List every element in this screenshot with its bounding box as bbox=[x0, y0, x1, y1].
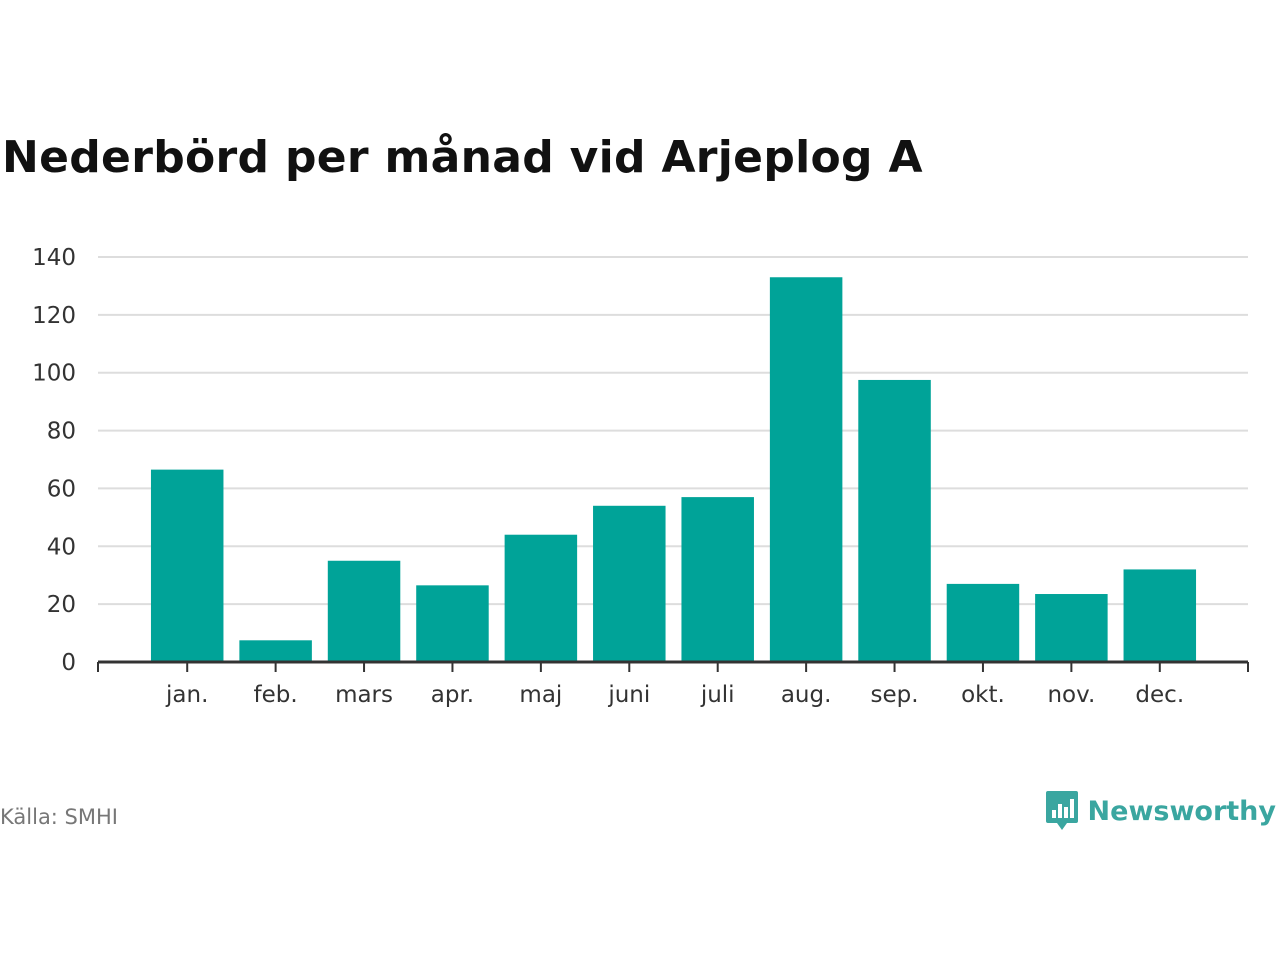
bar-dec bbox=[1123, 569, 1197, 662]
bar-jan bbox=[150, 469, 224, 662]
y-tick-label: 40 bbox=[47, 534, 76, 560]
y-axis-ticks: 0 20 40 60 80 100 120 140 bbox=[32, 245, 76, 676]
y-tick-label: 120 bbox=[32, 303, 76, 329]
x-tick-label: juni bbox=[607, 682, 650, 708]
y-tick-label: 60 bbox=[47, 476, 76, 502]
x-tick-label: dec. bbox=[1135, 682, 1184, 708]
x-tick-label: sep. bbox=[871, 682, 919, 708]
brand-logo[interactable]: Newsworthy bbox=[1044, 790, 1276, 832]
x-tick-label: aug. bbox=[781, 682, 832, 708]
bar-juli bbox=[681, 497, 754, 662]
x-tick-label: jan. bbox=[165, 682, 208, 708]
bar-aug bbox=[769, 277, 843, 662]
y-tick-label: 80 bbox=[47, 419, 76, 445]
x-axis-ticks: jan. feb. mars apr. maj juni juli aug. sep. okt. n… bbox=[165, 682, 1184, 708]
x-tick-label: okt. bbox=[961, 682, 1005, 708]
chart-title: Nederbörd per månad vid Arjeplog A bbox=[2, 132, 923, 183]
bar-okt bbox=[946, 583, 1020, 662]
y-tick-label: 100 bbox=[32, 361, 76, 387]
x-axis bbox=[97, 660, 1249, 672]
x-tick-label: feb. bbox=[254, 682, 298, 708]
gridlines bbox=[98, 256, 1248, 606]
bar-chart-speech-bubble-icon bbox=[1045, 791, 1078, 830]
x-tick-label: juli bbox=[700, 682, 735, 708]
bar-apr bbox=[416, 585, 489, 662]
bar-feb bbox=[239, 640, 312, 662]
bar-maj bbox=[504, 534, 578, 662]
x-tick-label: apr. bbox=[431, 682, 474, 708]
bar-nov bbox=[1035, 594, 1108, 662]
bar-mars bbox=[327, 560, 401, 662]
x-tick-label: mars bbox=[335, 682, 393, 708]
bar-sep bbox=[858, 379, 931, 662]
y-tick-label: 20 bbox=[47, 592, 76, 618]
source-note: Källa: SMHI bbox=[0, 805, 118, 829]
x-tick-label: nov. bbox=[1047, 682, 1095, 708]
y-tick-label: 0 bbox=[61, 650, 76, 676]
bars bbox=[150, 277, 1197, 662]
bar-juni bbox=[593, 505, 666, 662]
x-tick-label: maj bbox=[519, 682, 562, 708]
brand-name: Newsworthy bbox=[1087, 795, 1276, 827]
y-tick-label: 140 bbox=[32, 245, 76, 271]
